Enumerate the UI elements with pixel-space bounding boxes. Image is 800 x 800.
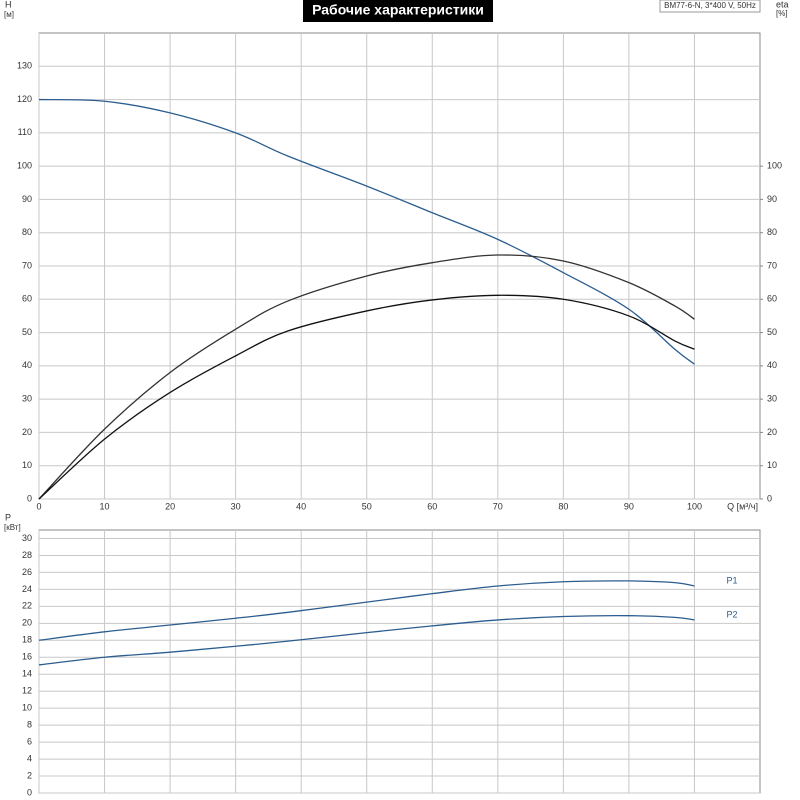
x-tick-label: 40 <box>296 501 306 511</box>
y-tick-label: 30 <box>22 394 32 404</box>
y-tick-label: 20 <box>22 618 32 628</box>
annotation-box <box>659 0 761 13</box>
y-tick-label: 0 <box>27 787 32 797</box>
series-line <box>38 98 695 365</box>
y2-tick-label: 40 <box>767 360 777 370</box>
y-tick-label: 8 <box>27 720 32 730</box>
y-axis-unit: [кВт] <box>4 523 21 532</box>
y-axis-label: H <box>5 0 12 9</box>
chart-title: Рабочие характеристики <box>312 2 484 18</box>
y-tick-label: 100 <box>17 161 32 171</box>
y2-tick-label: 90 <box>767 194 777 204</box>
y-tick-label: 90 <box>22 194 32 204</box>
y-tick-label: 6 <box>27 736 32 746</box>
y-tick-label: 22 <box>22 601 32 611</box>
y-tick-label: 120 <box>17 94 32 104</box>
y-tick-label: 14 <box>22 669 32 679</box>
title-box <box>303 0 493 22</box>
x-tick-label: 0 <box>36 501 41 511</box>
y-tick-label: 110 <box>18 127 32 137</box>
y2-axis-unit: [%] <box>776 9 788 18</box>
x-tick-label: 20 <box>165 501 175 511</box>
y-axis-unit: [м] <box>4 10 14 19</box>
y-tick-label: 0 <box>27 493 32 503</box>
y2-tick-label: 70 <box>767 260 777 270</box>
y-tick-label: 4 <box>27 753 32 763</box>
y2-tick-label: 20 <box>767 427 777 437</box>
x-tick-label: 30 <box>231 501 241 511</box>
y-tick-label: 40 <box>22 360 32 370</box>
y-tick-label: 24 <box>22 584 32 594</box>
y2-tick-label: 100 <box>767 161 782 171</box>
y-tick-label: 12 <box>22 686 32 696</box>
y2-axis-label: eta <box>776 0 789 9</box>
legend-label: P1 <box>726 575 737 585</box>
plot-frame <box>38 529 761 794</box>
y-axis-label: P <box>5 512 11 522</box>
y2-tick-label: 30 <box>767 394 777 404</box>
y2-tick-label: 80 <box>767 227 777 237</box>
y-tick-label: 20 <box>22 427 32 437</box>
series-line <box>38 294 695 500</box>
series-line <box>38 580 695 641</box>
annotation: BM77-6-N, 3*400 V, 50Hz <box>664 1 756 10</box>
legend-label: P2 <box>726 609 737 619</box>
y2-tick-label: 60 <box>767 294 777 304</box>
y-tick-label: 130 <box>17 61 32 71</box>
x-tick-label: 60 <box>427 501 437 511</box>
y-tick-label: 28 <box>22 550 32 560</box>
y-tick-label: 16 <box>22 652 32 662</box>
y-tick-label: 60 <box>22 294 32 304</box>
x-tick-label: 90 <box>624 501 634 511</box>
y2-tick-label: 50 <box>767 327 777 337</box>
y-tick-label: 50 <box>22 327 32 337</box>
x-tick-label: 50 <box>362 501 372 511</box>
x-tick-label: 70 <box>493 501 503 511</box>
y-tick-label: 80 <box>22 227 32 237</box>
y-tick-label: 30 <box>22 533 32 543</box>
y-tick-label: 18 <box>22 635 32 645</box>
x-axis-label: Q [м³/ч] <box>727 501 758 511</box>
y-tick-label: 2 <box>27 770 32 780</box>
x-tick-label: 100 <box>687 501 702 511</box>
x-tick-label: 80 <box>558 501 568 511</box>
series-line <box>38 615 695 666</box>
y2-tick-label: 0 <box>767 493 772 503</box>
y-tick-label: 70 <box>22 260 32 270</box>
x-tick-label: 10 <box>100 501 110 511</box>
y-tick-label: 26 <box>22 567 32 577</box>
series-line <box>38 254 695 500</box>
y-tick-label: 10 <box>22 460 32 470</box>
y2-tick-label: 10 <box>767 460 777 470</box>
y-tick-label: 10 <box>22 703 32 713</box>
